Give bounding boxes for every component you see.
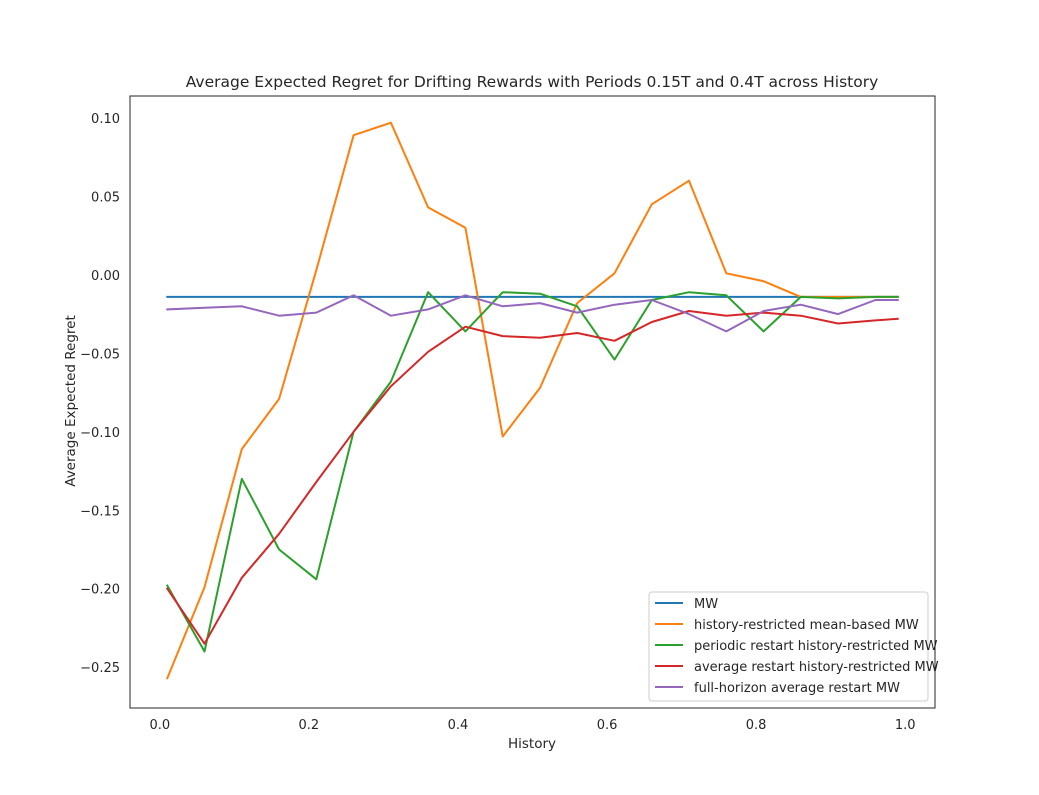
x-tick-label: 0.6 [597, 718, 618, 733]
legend-label-4: average restart history-restricted MW [694, 660, 939, 675]
x-tick-label: 0.0 [149, 718, 170, 733]
series-group [165, 121, 899, 680]
y-tick-label: 0.05 [91, 190, 120, 205]
x-tick-label: 1.0 [895, 718, 916, 733]
y-tick-label: −0.20 [80, 583, 120, 598]
x-tick-label: 0.8 [746, 718, 767, 733]
y-tick-label: −0.10 [80, 426, 120, 441]
y-tick-label: −0.05 [80, 347, 120, 362]
legend-label-1: MW [694, 597, 718, 612]
y-tick-label: 0.00 [91, 269, 120, 284]
series-line-4 [165, 310, 899, 645]
x-tick-label: 0.2 [299, 718, 320, 733]
chart-title: Average Expected Regret for Drifting Rew… [186, 73, 879, 91]
y-tick-label: −0.25 [80, 661, 120, 676]
y-axis-label: Average Expected Regret [63, 315, 79, 487]
x-axis-label: History [508, 736, 556, 752]
series-line-2 [165, 121, 899, 680]
legend: MW history-restricted mean-based MW period… [648, 591, 939, 702]
x-tick-label: 0.4 [448, 718, 469, 733]
series-line-3 [165, 291, 899, 653]
legend-label-2: history-restricted mean-based MW [694, 618, 919, 633]
legend-box [648, 591, 929, 702]
series-line-5 [166, 294, 899, 333]
y-axis: 0.10 0.05 0.00 −0.05 −0.10 −0.15 −0.20 −0.25 [80, 112, 120, 676]
y-tick-label: 0.10 [91, 112, 120, 127]
y-tick-label: −0.15 [80, 504, 120, 519]
legend-label-3: periodic restart history-restricted MW [694, 639, 938, 654]
x-axis: 0.0 0.2 0.4 0.6 0.8 1.0 [149, 718, 915, 733]
legend-label-5: full-horizon average restart MW [694, 681, 900, 696]
